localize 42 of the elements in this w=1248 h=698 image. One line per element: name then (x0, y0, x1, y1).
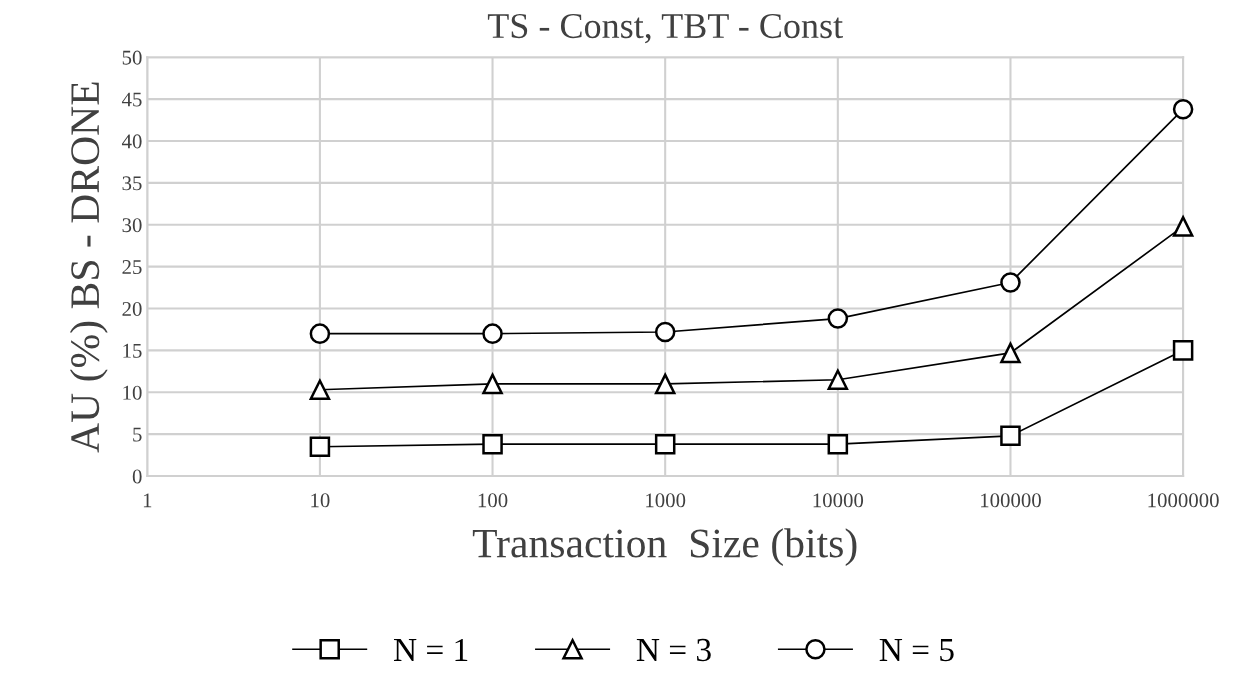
x-tick-label: 100000 (981, 493, 1041, 508)
point (654, 373, 676, 395)
y-tick-label: 15 (123, 343, 142, 358)
point (482, 323, 503, 344)
y-tick-label: 20 (122, 301, 142, 316)
point (1000, 272, 1021, 293)
y-axis-title: AU (%) BS - DRONE (69, 82, 108, 453)
point (309, 436, 331, 457)
point (1000, 425, 1021, 447)
point (654, 321, 676, 343)
point (654, 433, 676, 455)
point (827, 369, 849, 390)
point (309, 323, 331, 344)
point (1000, 342, 1021, 364)
point (482, 433, 503, 455)
legend-label: N = 5 (879, 639, 954, 662)
x-tick-label: 1 (143, 493, 152, 508)
y-tick-label: 30 (122, 218, 142, 233)
point (309, 379, 331, 401)
point (1172, 340, 1194, 361)
y-tick-label: 5 (133, 427, 142, 442)
x-tick-label: 10000 (813, 493, 864, 508)
point (827, 308, 849, 329)
y-tick-label: 0 (132, 469, 142, 484)
legend-label: N = 3 (636, 638, 711, 662)
x-tick-label: 1000 (646, 493, 686, 508)
y-tick-label: 40 (121, 134, 142, 149)
x-tick-label: 100 (478, 493, 508, 508)
y-tick-label: 35 (122, 176, 142, 191)
chart-title: TS - Const, TBT - Const (487, 13, 843, 44)
y-tick-label: 25 (122, 260, 142, 275)
point (1172, 216, 1194, 237)
point (1172, 98, 1194, 120)
y-tick-label: 45 (121, 92, 142, 107)
legend-label: N = 1 (393, 638, 468, 661)
point (482, 373, 503, 395)
x-tick-label: 10 (311, 493, 330, 508)
point (827, 433, 849, 455)
x-axis-title: Transaction Size (bits) (472, 528, 857, 567)
x-tick-label: 1000000 (1148, 493, 1219, 508)
y-tick-label: 50 (122, 50, 142, 65)
y-tick-label: 10 (123, 385, 142, 400)
